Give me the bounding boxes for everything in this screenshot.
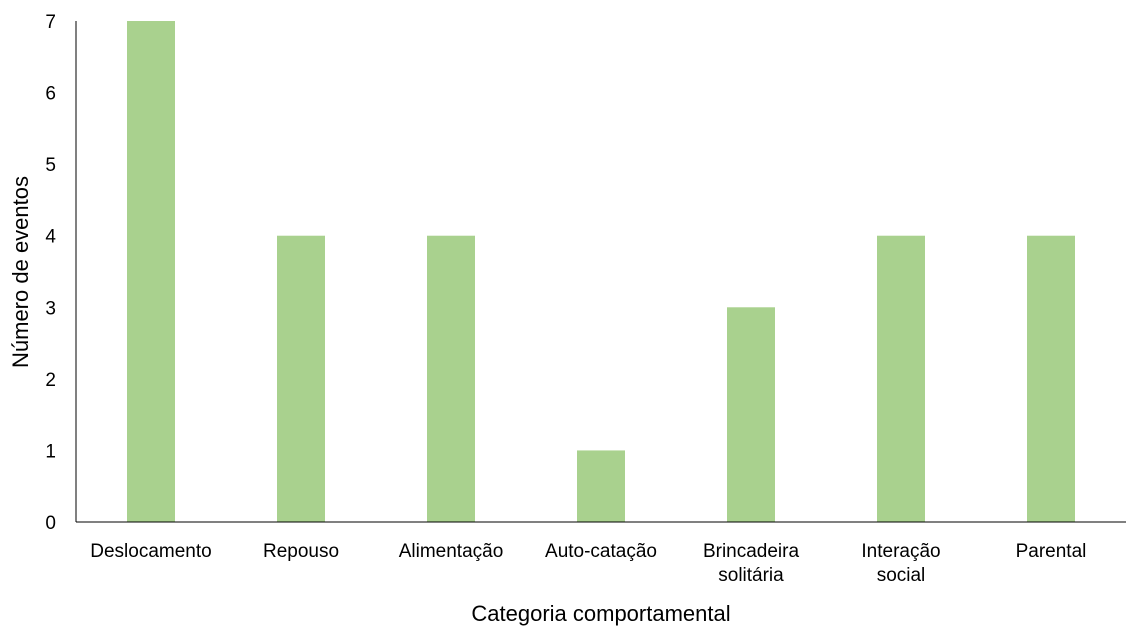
y-tick-label: 2 (45, 370, 56, 391)
x-tick-label: Repouso (263, 541, 339, 562)
y-axis-title: Número de eventos (8, 176, 33, 368)
x-tick-label: Interação social (861, 541, 940, 586)
y-axis-ticks: 0 1 2 3 4 5 6 7 (45, 12, 56, 534)
y-tick-label: 7 (45, 12, 56, 33)
bar-3 (427, 235, 475, 522)
x-axis-ticks: Deslocamento Repouso Alimentação Auto-cataç… (90, 541, 1086, 586)
y-tick-label: 3 (45, 298, 56, 319)
y-tick-label: 0 (45, 513, 56, 534)
bars-group (127, 21, 1075, 522)
x-tick-label: Alimentação (399, 541, 504, 562)
y-tick-label: 5 (45, 155, 56, 176)
bar-6 (877, 235, 925, 522)
bar-5 (727, 307, 775, 522)
x-tick-label: Parental (1016, 541, 1087, 562)
x-axis-title: Categoria comportamental (471, 601, 730, 626)
bar-1 (127, 21, 175, 522)
y-tick-label: 6 (45, 84, 56, 105)
bar-2 (277, 235, 325, 522)
y-tick-label: 4 (45, 227, 56, 248)
bar-7 (1027, 235, 1075, 522)
x-tick-label: Deslocamento (90, 541, 211, 562)
y-tick-label: 1 (45, 441, 56, 462)
x-tick-label: Auto-catação (545, 541, 657, 562)
bar-4 (577, 450, 625, 522)
x-tick-label: Brincadeira solitária (703, 541, 800, 586)
